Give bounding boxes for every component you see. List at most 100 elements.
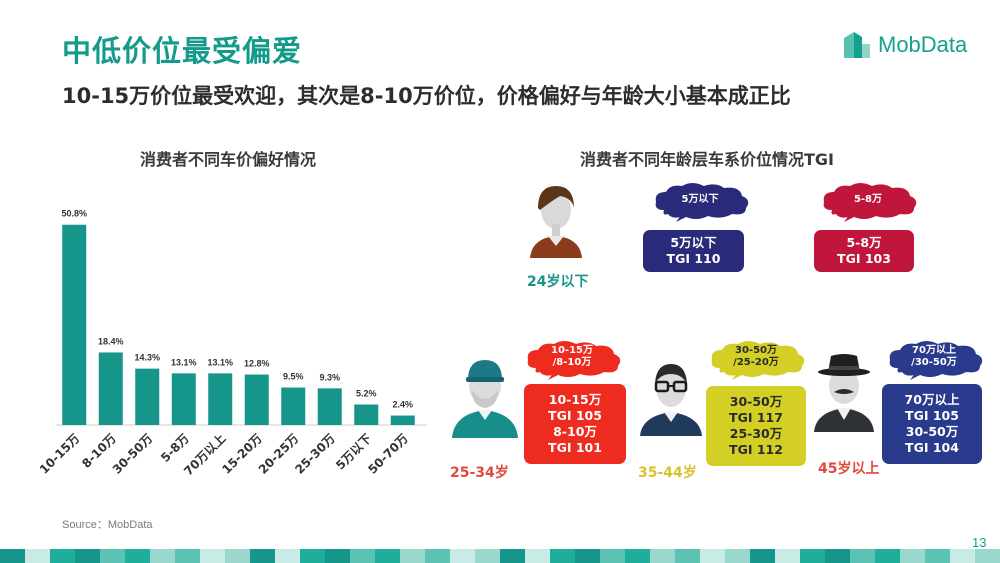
box-line: TGI 105 bbox=[905, 408, 959, 423]
data-label-10-15万: 50.8% bbox=[61, 209, 87, 219]
band-segment bbox=[575, 549, 600, 563]
band-segment bbox=[300, 549, 325, 563]
bar-20-25万 bbox=[281, 387, 306, 425]
footer-color-band bbox=[0, 549, 1000, 563]
tgi-box-45: 70万以上 TGI 105 30-50万 TGI 104 bbox=[882, 384, 982, 464]
age-label-24: 24岁以下 bbox=[527, 274, 589, 290]
box-line: TGI 103 bbox=[837, 251, 891, 266]
band-segment bbox=[350, 549, 375, 563]
band-segment bbox=[725, 549, 750, 563]
cloud-text: 5万以下 bbox=[681, 194, 719, 205]
band-segment bbox=[475, 549, 500, 563]
tick-label-5-8万: 5-8万 bbox=[158, 431, 192, 465]
box-line: 8-10万 bbox=[553, 424, 597, 439]
cloud-5-8万 bbox=[823, 183, 917, 222]
band-segment bbox=[175, 549, 200, 563]
band-segment bbox=[125, 549, 150, 563]
age-label-25-34: 25-34岁 bbox=[450, 465, 509, 481]
data-label-5-8万: 13.1% bbox=[171, 357, 197, 367]
cloud-text: 30-50万 /25-20万 bbox=[733, 345, 779, 368]
band-segment bbox=[900, 549, 925, 563]
band-segment bbox=[550, 549, 575, 563]
band-segment bbox=[150, 549, 175, 563]
box-line: TGI 104 bbox=[905, 440, 959, 455]
data-label-15-20万: 12.8% bbox=[244, 359, 270, 369]
band-segment bbox=[875, 549, 900, 563]
band-segment bbox=[500, 549, 525, 563]
band-segment bbox=[325, 549, 350, 563]
tgi-box-24-5-8万: 5-8万 TGI 103 bbox=[814, 230, 914, 272]
data-label-8-10万: 18.4% bbox=[98, 336, 124, 346]
band-segment bbox=[850, 549, 875, 563]
cloud-5万以下 bbox=[655, 183, 749, 222]
bar-8-10万 bbox=[98, 352, 123, 425]
band-segment bbox=[375, 549, 400, 563]
data-label-70万以上: 13.1% bbox=[207, 357, 233, 367]
band-segment bbox=[825, 549, 850, 563]
tgi-box-35-44: 30-50万 TGI 117 25-30万 TGI 112 bbox=[706, 386, 806, 466]
cloud-text: 70万以上 /30-50万 bbox=[911, 345, 957, 368]
band-segment bbox=[775, 549, 800, 563]
band-segment bbox=[750, 549, 775, 563]
tick-label-50-70万: 50-70万 bbox=[365, 431, 411, 477]
cloud-35-44 bbox=[711, 341, 805, 380]
young-person-icon bbox=[530, 186, 582, 258]
band-segment bbox=[650, 549, 675, 563]
cloud-text: 10-15万 /8-10万 bbox=[551, 345, 593, 368]
band-segment bbox=[925, 549, 950, 563]
bar-5万以下 bbox=[354, 404, 379, 425]
mobdata-logo-icon bbox=[844, 32, 870, 58]
band-segment bbox=[400, 549, 425, 563]
band-segment bbox=[100, 549, 125, 563]
box-line: 5-8万 bbox=[846, 235, 882, 250]
box-line: TGI 101 bbox=[548, 440, 602, 455]
cloud-25-34 bbox=[527, 341, 621, 380]
middle-person-cap-icon bbox=[452, 360, 518, 438]
band-segment bbox=[75, 549, 100, 563]
box-line: TGI 110 bbox=[666, 251, 721, 266]
data-label-30-50万: 14.3% bbox=[134, 353, 160, 363]
box-line: 10-15万 bbox=[548, 392, 602, 407]
cloud-text: 5-8万 bbox=[853, 194, 883, 205]
band-segment bbox=[525, 549, 550, 563]
tgi-box-24-5万以下: 5万以下 TGI 110 bbox=[643, 230, 744, 272]
band-segment bbox=[600, 549, 625, 563]
cloud-45 bbox=[889, 341, 983, 380]
page-number: 13 bbox=[972, 535, 987, 550]
bar-30-50万 bbox=[135, 368, 160, 425]
band-segment bbox=[250, 549, 275, 563]
box-line: 5万以下 bbox=[670, 235, 717, 250]
box-line: 30-50万 bbox=[905, 424, 959, 439]
band-segment bbox=[0, 549, 25, 563]
box-line: 30-50万 bbox=[729, 394, 783, 409]
band-segment bbox=[25, 549, 50, 563]
tick-label-10-15万: 10-15万 bbox=[40, 431, 82, 477]
right-chart-title: 消费者不同年龄层车系价位情况TGI bbox=[580, 150, 835, 169]
logo-text: MobData bbox=[878, 32, 968, 57]
data-label-50-70万: 2.4% bbox=[392, 400, 413, 410]
band-segment bbox=[950, 549, 975, 563]
band-segment bbox=[275, 549, 300, 563]
page-title: 中低价位最受偏爱 bbox=[62, 34, 303, 68]
band-segment bbox=[225, 549, 250, 563]
bar-25-30万 bbox=[317, 388, 342, 425]
hat-person-icon bbox=[814, 354, 874, 432]
source-note: Source：MobData bbox=[62, 519, 153, 531]
age-label-35-44: 35-44岁 bbox=[638, 465, 697, 481]
bar-5-8万 bbox=[171, 373, 196, 425]
band-segment bbox=[675, 549, 700, 563]
data-label-5万以下: 5.2% bbox=[356, 389, 377, 399]
box-line: 70万以上 bbox=[904, 392, 960, 407]
band-segment bbox=[975, 549, 1000, 563]
box-line: TGI 117 bbox=[729, 410, 783, 425]
tick-label-30-50万: 30-50万 bbox=[110, 431, 156, 477]
band-segment bbox=[450, 549, 475, 563]
tgi-box-25-34: 10-15万 TGI 105 8-10万 TGI 101 bbox=[524, 384, 626, 464]
band-segment bbox=[425, 549, 450, 563]
box-line: TGI 105 bbox=[548, 408, 602, 423]
left-chart-title: 消费者不同车价偏好情况 bbox=[140, 150, 317, 169]
tick-label-25-30万: 25-30万 bbox=[292, 431, 338, 477]
band-segment bbox=[700, 549, 725, 563]
box-line: 25-30万 bbox=[729, 426, 783, 441]
bar-chart: 50.8%10-15万18.4%8-10万14.3%30-50万13.1%5-8… bbox=[40, 209, 427, 478]
